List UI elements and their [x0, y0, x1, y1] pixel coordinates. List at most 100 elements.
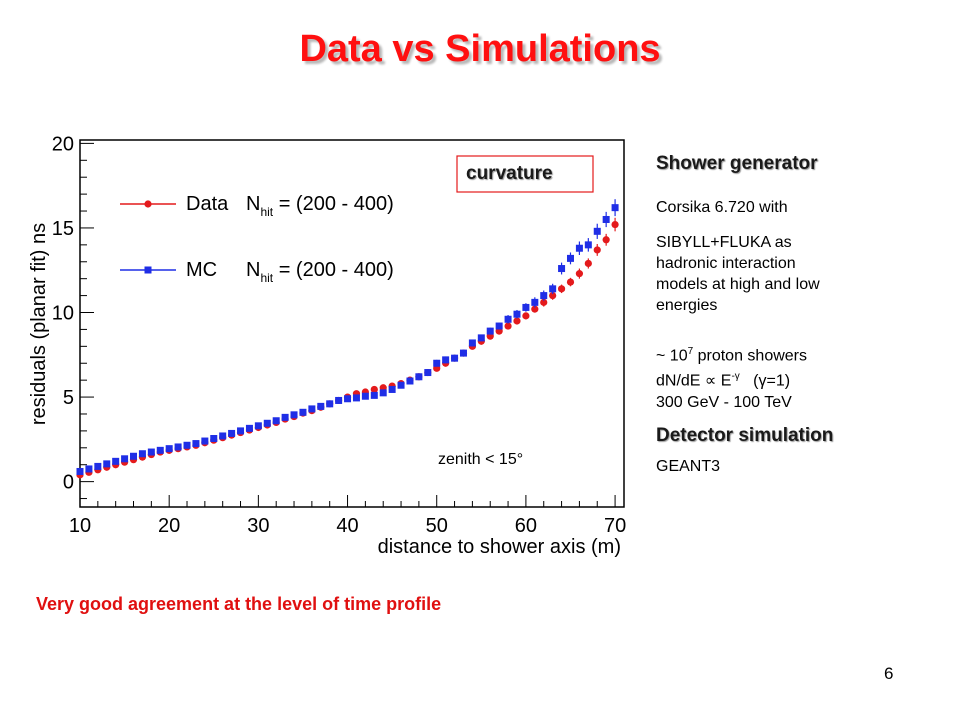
- mc-point: [147, 448, 155, 456]
- x-tick-label: 20: [158, 515, 180, 537]
- spectrum-line: dN/dE ∝ E-γ (γ=1): [656, 371, 791, 390]
- y-tick-label: 5: [63, 387, 74, 409]
- mc-point: [352, 394, 360, 402]
- legend-data-nhit: Nhit = (200 - 400): [246, 193, 394, 219]
- mc-point: [379, 389, 387, 397]
- zenith-annotation: zenith < 15°: [438, 451, 523, 468]
- data-point: [540, 298, 548, 306]
- mc-point: [85, 465, 93, 473]
- mc-point: [237, 427, 245, 435]
- mc-point: [459, 349, 467, 357]
- curvature-label: curvature: [466, 163, 553, 184]
- x-tick-label: 10: [69, 515, 91, 537]
- mc-point: [299, 408, 307, 416]
- series-mc: [76, 199, 619, 475]
- mc-point: [228, 429, 236, 437]
- mc-point: [611, 204, 619, 212]
- x-tick-label: 30: [247, 515, 269, 537]
- legend: Data Nhit = (200 - 400) MC Nhit = (200 -…: [120, 193, 394, 285]
- series-layer: [76, 199, 619, 479]
- geant-line: GEANT3: [656, 458, 721, 475]
- x-tick-label: 60: [515, 515, 537, 537]
- sibyll-line-4: energies: [656, 297, 718, 314]
- mc-point: [415, 373, 423, 381]
- data-point: [504, 322, 512, 330]
- mc-point: [210, 435, 218, 443]
- mc-point: [593, 227, 601, 235]
- mc-point: [219, 432, 227, 440]
- mc-point: [94, 462, 102, 470]
- page-number: 6: [884, 664, 894, 683]
- mc-point: [433, 359, 441, 367]
- mc-point: [326, 400, 334, 408]
- mc-point: [397, 381, 405, 389]
- agreement-note: Very good agreement at the level of time…: [36, 594, 442, 614]
- mc-point: [76, 467, 84, 475]
- mc-point: [344, 395, 352, 403]
- mc-point: [361, 392, 369, 400]
- data-point: [549, 291, 557, 300]
- data-point: [602, 236, 610, 244]
- mc-point: [540, 292, 548, 300]
- x-tick-label: 50: [426, 515, 448, 537]
- y-tick-label: 10: [52, 303, 74, 325]
- mc-point: [558, 265, 566, 273]
- mc-point: [477, 334, 485, 342]
- y-tick-label: 0: [63, 472, 74, 494]
- mc-point: [245, 424, 253, 432]
- y-axis-label: residuals (planar fit) ns: [28, 223, 50, 425]
- mc-point: [121, 455, 129, 463]
- mc-point: [388, 385, 396, 393]
- mc-point: [254, 422, 262, 430]
- detector-simulation-heading: Detector simulation: [656, 425, 834, 446]
- data-point: [566, 278, 575, 286]
- mc-point: [174, 443, 182, 451]
- mc-point: [156, 446, 164, 454]
- x-axis-label: distance to shower axis (m): [378, 536, 621, 558]
- data-point: [522, 312, 530, 320]
- mc-point: [201, 437, 209, 445]
- axis-ticks: [79, 142, 616, 507]
- data-point: [370, 385, 378, 394]
- mc-point: [575, 244, 583, 252]
- mc-point: [566, 254, 574, 262]
- showers-line: ~ 107 proton showers: [656, 346, 807, 365]
- mc-point: [504, 315, 512, 323]
- corsika-line: Corsika 6.720 with: [656, 199, 788, 216]
- mc-point: [370, 391, 378, 399]
- mc-point: [308, 405, 316, 413]
- mc-point: [165, 445, 173, 453]
- mc-point: [486, 327, 494, 335]
- mc-point: [406, 377, 414, 385]
- legend-mc-nhit: Nhit = (200 - 400): [246, 259, 394, 285]
- mc-point: [424, 369, 432, 377]
- mc-point: [263, 419, 271, 427]
- mc-point: [549, 285, 557, 293]
- mc-point: [584, 241, 592, 249]
- mc-point: [602, 215, 610, 223]
- energy-range-line: 300 GeV - 100 TeV: [656, 393, 792, 411]
- mc-point: [130, 452, 138, 460]
- data-point: [575, 270, 584, 278]
- mc-point: [290, 411, 298, 419]
- data-point: [557, 285, 566, 293]
- mc-point: [531, 298, 539, 306]
- tick-labels: 10 20 30 40 50 60 70 0 5 10 15 20: [52, 133, 626, 537]
- data-point: [513, 317, 521, 325]
- mc-point: [335, 396, 343, 404]
- sibyll-block: SIBYLL+FLUKA as hadronic interaction mod…: [656, 232, 820, 316]
- showers-block: ~ 107 proton showers dN/dE ∝ E-γ (γ=1) 3…: [656, 341, 807, 413]
- legend-mc-name: MC: [186, 259, 217, 281]
- mc-point: [138, 450, 146, 458]
- data-point: [593, 246, 601, 254]
- mc-point: [112, 457, 120, 465]
- mc-point: [317, 402, 325, 410]
- mc-point: [192, 440, 200, 448]
- y-tick-label: 20: [52, 133, 74, 155]
- mc-point: [468, 339, 476, 347]
- data-point: [584, 259, 592, 268]
- curvature-box: [456, 155, 594, 193]
- mc-point: [451, 354, 459, 362]
- mc-point: [272, 417, 280, 425]
- sibyll-line-3: models at high and low: [656, 276, 820, 293]
